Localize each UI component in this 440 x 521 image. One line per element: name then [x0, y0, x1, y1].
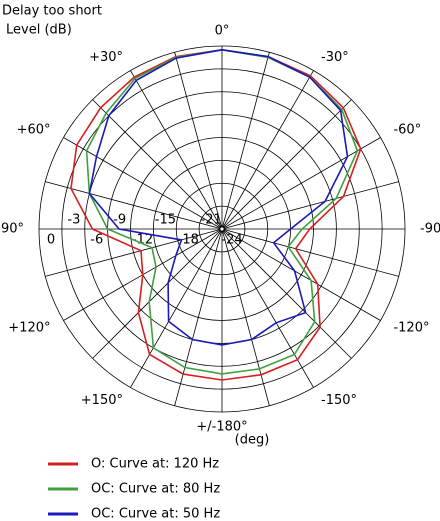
- theta-tick-label: +60°: [17, 123, 51, 138]
- grid-spoke: [45, 228, 223, 277]
- center-dot: [219, 226, 225, 232]
- r-tick-label: -21: [201, 213, 222, 228]
- grid-spoke: [45, 181, 223, 230]
- grid-spoke: [221, 70, 314, 230]
- legend-label: OC: Curve at: 50 Hz: [91, 507, 220, 521]
- grid-spoke: [221, 137, 381, 230]
- radial-axis-label: Level (dB): [6, 23, 72, 38]
- theta-tick-label: +/-180°: [196, 420, 247, 435]
- theta-tick-label: 0°: [215, 24, 230, 39]
- theta-tick-label: -120°: [393, 321, 429, 336]
- grid-spoke: [130, 228, 223, 388]
- r-tick-label: -6: [90, 233, 103, 248]
- angle-axis-label: (deg): [235, 433, 270, 448]
- grid-spoke: [92, 228, 223, 359]
- r-tick-label: -24: [221, 233, 242, 248]
- legend-label: O: Curve at: 120 Hz: [91, 457, 219, 472]
- grid-spoke: [174, 228, 223, 406]
- grid-spoke: [221, 228, 314, 388]
- grid-spoke: [221, 228, 352, 359]
- curve: [88, 48, 349, 346]
- theta-tick-label: -90°: [420, 222, 440, 237]
- grid-spoke: [221, 99, 352, 230]
- theta-tick-label: +90°: [0, 222, 24, 237]
- r-tick-label: -9: [113, 213, 126, 228]
- r-tick-label: -3: [67, 213, 80, 228]
- theta-tick-label: -150°: [321, 393, 357, 408]
- grid-spoke: [92, 99, 223, 230]
- r-tick-label: -12: [132, 233, 153, 248]
- grid-spoke: [63, 137, 223, 230]
- curve: [70, 48, 362, 381]
- r-tick-label: -18: [178, 233, 199, 248]
- theta-tick-label: -30°: [321, 50, 349, 65]
- grid-spoke: [130, 70, 223, 230]
- grid-spoke: [174, 52, 223, 230]
- grid-spoke: [221, 181, 399, 230]
- chart-title: Delay too short: [2, 4, 102, 19]
- grid-spoke: [221, 228, 381, 321]
- theta-tick-label: +30°: [89, 50, 123, 65]
- r-tick-label: -15: [155, 213, 176, 228]
- legend-label: OC: Curve at: 80 Hz: [91, 482, 220, 497]
- theta-tick-label: +120°: [8, 321, 50, 336]
- r-tick-label: 0: [47, 233, 55, 248]
- grid-spoke: [221, 228, 270, 406]
- grid-spoke: [221, 228, 399, 277]
- curve: [85, 48, 359, 375]
- grid-spoke: [221, 52, 270, 230]
- theta-tick-label: +150°: [81, 393, 123, 408]
- theta-tick-label: -60°: [393, 123, 421, 138]
